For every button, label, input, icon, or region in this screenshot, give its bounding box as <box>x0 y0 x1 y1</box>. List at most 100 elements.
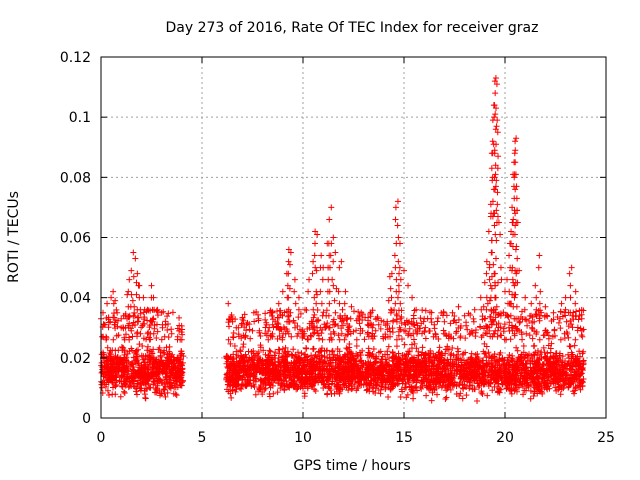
data-point-band <box>492 364 499 371</box>
data-point-band <box>303 345 310 352</box>
data-point-band <box>579 383 586 390</box>
data-point-band <box>121 381 128 388</box>
data-point-band <box>480 376 487 383</box>
data-point-band <box>240 344 247 351</box>
data-point-band <box>559 353 566 360</box>
data-point-band <box>228 394 235 401</box>
data-point-fringe <box>141 314 148 321</box>
data-point-band <box>557 356 564 363</box>
data-point-band <box>433 353 440 360</box>
data-point-band <box>403 394 410 401</box>
data-point-band <box>550 375 557 382</box>
data-point-band <box>177 367 184 374</box>
data-point-band <box>345 360 352 367</box>
data-point-band <box>319 374 326 381</box>
data-point-band <box>428 397 435 404</box>
x-tick-label: 25 <box>597 430 615 446</box>
data-point-band <box>406 375 413 382</box>
data-point-band <box>540 344 547 351</box>
data-point-band <box>130 378 137 385</box>
data-point-band <box>318 345 325 352</box>
data-point-band <box>514 347 521 354</box>
data-point-band <box>259 391 266 398</box>
data-point-band <box>112 373 119 380</box>
data-point-band <box>425 376 432 383</box>
data-point-band <box>257 342 264 349</box>
data-point-band <box>572 384 579 391</box>
data-point-band <box>319 359 326 366</box>
data-point-band <box>513 388 520 395</box>
data-point-band <box>543 383 550 390</box>
data-point-band <box>107 351 114 358</box>
data-point-band <box>359 369 366 376</box>
data-point-band <box>496 362 503 369</box>
data-point-band <box>267 381 274 388</box>
data-point-band <box>453 356 460 363</box>
data-points <box>98 75 587 405</box>
data-point-band <box>385 343 392 350</box>
data-point-band <box>463 392 470 399</box>
data-point-fringe <box>143 336 150 343</box>
data-point-band <box>133 347 140 354</box>
data-point-band <box>487 380 494 387</box>
data-point-band <box>442 346 449 353</box>
data-point-band <box>166 363 173 370</box>
data-point-band <box>298 350 305 357</box>
data-point-band <box>383 359 390 366</box>
data-point-band <box>273 366 280 373</box>
data-point-band <box>541 349 548 356</box>
data-point-band <box>535 357 542 364</box>
data-point-band <box>177 382 184 389</box>
data-point-band <box>496 385 503 392</box>
data-point-band <box>431 357 438 364</box>
data-point-fringe <box>111 314 118 321</box>
data-point-band <box>334 388 341 395</box>
data-point-band <box>125 384 132 391</box>
data-point-fringe <box>174 325 181 332</box>
data-point-band <box>486 379 493 386</box>
data-point-band <box>173 392 180 399</box>
data-point-band <box>295 374 302 381</box>
data-point-band <box>124 367 131 374</box>
data-point-fringe <box>131 309 138 316</box>
y-tick-label: 0 <box>82 411 91 427</box>
data-point-band <box>227 340 234 347</box>
data-point-band <box>169 367 176 374</box>
data-point-band <box>287 364 294 371</box>
data-point-band <box>128 345 135 352</box>
data-point-band <box>312 387 319 394</box>
data-point-band <box>150 346 157 353</box>
data-point-band <box>401 341 408 348</box>
data-point-band <box>565 355 572 362</box>
data-point-fringe <box>165 310 172 317</box>
data-point-band <box>262 385 269 392</box>
data-point-band <box>301 390 308 397</box>
y-tick-label: 0.06 <box>60 231 91 247</box>
data-point-band <box>144 361 151 368</box>
data-point-band <box>127 362 134 369</box>
data-point-band <box>413 345 420 352</box>
data-point-band <box>123 363 130 370</box>
data-point-band <box>142 380 149 387</box>
data-point-band <box>406 348 413 355</box>
data-point-band <box>481 350 488 357</box>
data-point-band <box>163 344 170 351</box>
data-point-band <box>524 352 531 359</box>
data-point-band <box>104 387 111 394</box>
data-point-band <box>162 361 169 368</box>
data-point-band <box>246 355 253 362</box>
data-point-band <box>439 366 446 373</box>
data-point-band <box>429 389 436 396</box>
data-point-band <box>227 390 234 397</box>
data-point-band <box>351 355 358 362</box>
data-point-band <box>401 352 408 359</box>
data-point-band <box>372 390 379 397</box>
data-point-band <box>478 369 485 376</box>
data-point-band <box>440 379 447 386</box>
data-point-band <box>177 358 184 365</box>
data-point-fringe <box>146 324 153 331</box>
data-point-band <box>356 358 363 365</box>
data-point-band <box>406 366 413 373</box>
x-tick-label: 5 <box>198 430 207 446</box>
data-point-band <box>245 348 252 355</box>
